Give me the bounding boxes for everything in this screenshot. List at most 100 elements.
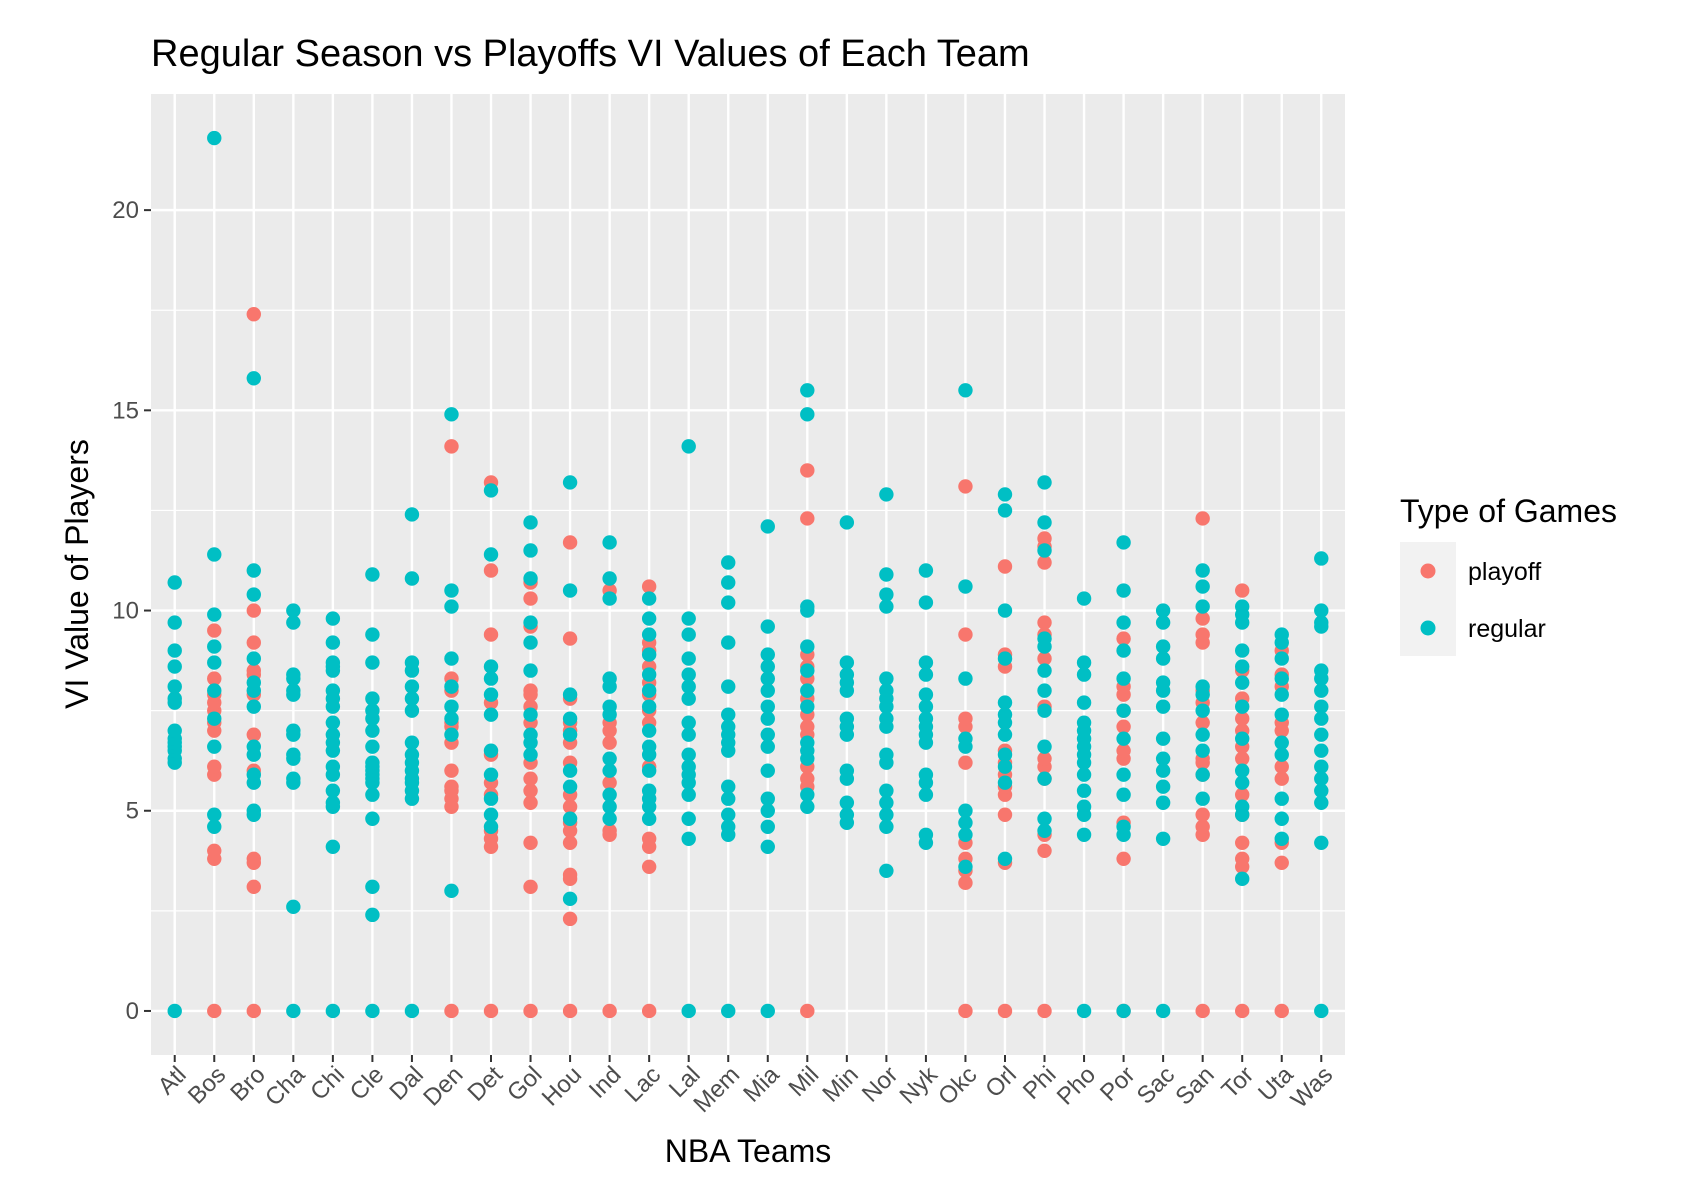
y-tick-label: 20 [112,197,139,224]
data-point [1235,787,1250,802]
data-point [1314,551,1329,566]
data-point [167,691,182,706]
data-point [760,819,775,834]
data-point [1037,475,1052,490]
data-point [1037,751,1052,766]
data-point [1274,771,1289,786]
data-point [1116,535,1131,550]
data-point [1195,727,1210,742]
x-tick-label: Por [1095,1061,1141,1107]
data-point [1274,671,1289,686]
data-point [918,699,934,714]
data-point [365,739,380,754]
data-point [1314,727,1329,742]
data-point [1076,799,1092,814]
data-point [483,483,499,498]
data-point [246,803,261,818]
data-point [167,575,182,590]
data-point [444,407,459,422]
data-point [997,695,1013,710]
data-point [641,647,657,662]
data-point [800,799,815,814]
data-point [286,1003,301,1019]
data-point [1235,835,1250,850]
data-point [246,635,261,650]
data-point [1155,751,1171,766]
data-point [1037,843,1052,858]
data-point [602,1003,617,1019]
data-point [641,723,657,738]
data-point [523,615,538,630]
data-point [721,707,736,722]
data-point [602,775,617,790]
data-point [1195,579,1210,594]
data-point [760,791,775,806]
data-point [760,739,775,754]
y-axis: 0 5 10 15 20 [112,197,151,1025]
data-point [721,719,736,734]
data-point [1235,643,1250,658]
data-point [1195,679,1210,694]
data-point [325,1003,341,1019]
data-point [1037,811,1052,826]
data-point [958,479,973,494]
data-point [523,571,538,586]
legend-label-regular: regular [1468,615,1546,643]
data-point [562,891,578,907]
data-point [721,679,736,694]
data-point [958,711,973,726]
data-point [365,703,380,718]
data-point [1274,687,1289,702]
data-point [562,1003,578,1019]
legend-label-playoff: playoff [1468,558,1541,586]
data-point [365,627,380,642]
data-point [1274,707,1289,722]
data-point [760,619,775,634]
data-point [404,691,420,706]
data-point [721,635,736,650]
data-point [879,683,894,698]
data-point [207,819,222,834]
data-point [365,655,380,670]
data-point [602,671,617,686]
data-point [246,727,261,742]
data-point [523,591,538,606]
data-point [404,571,420,586]
data-point [246,851,261,866]
data-point [483,1003,499,1019]
data-point [721,807,736,822]
data-point [1195,715,1210,730]
x-axis: AtlBosBroChaChiCleDalDenDetGolHouIndLacL… [153,1055,1338,1118]
data-point [681,691,696,706]
data-point [483,627,499,642]
data-point [365,1003,380,1019]
data-point [286,747,301,762]
data-point [918,667,934,682]
data-point [681,715,696,730]
data-point [918,827,934,842]
data-point [800,463,815,478]
data-point [918,711,934,726]
data-point [997,775,1013,790]
data-point [681,1003,696,1019]
data-point [760,839,775,854]
data-point [444,711,459,726]
data-point [562,711,578,726]
data-point [523,771,538,786]
data-point [1116,731,1131,746]
data-point [918,655,934,670]
y-axis-title: VI Value of Players [59,439,95,709]
data-point [1116,583,1131,598]
data-point [562,535,578,550]
data-point [918,687,934,702]
plot-panel [151,94,1345,1055]
data-point [641,831,657,846]
data-point [641,699,657,714]
data-point [1195,807,1210,822]
data-point [839,763,855,778]
data-point [800,407,815,422]
data-point [246,563,261,578]
data-point [721,595,736,610]
data-point [1155,639,1171,654]
data-point [800,787,815,802]
